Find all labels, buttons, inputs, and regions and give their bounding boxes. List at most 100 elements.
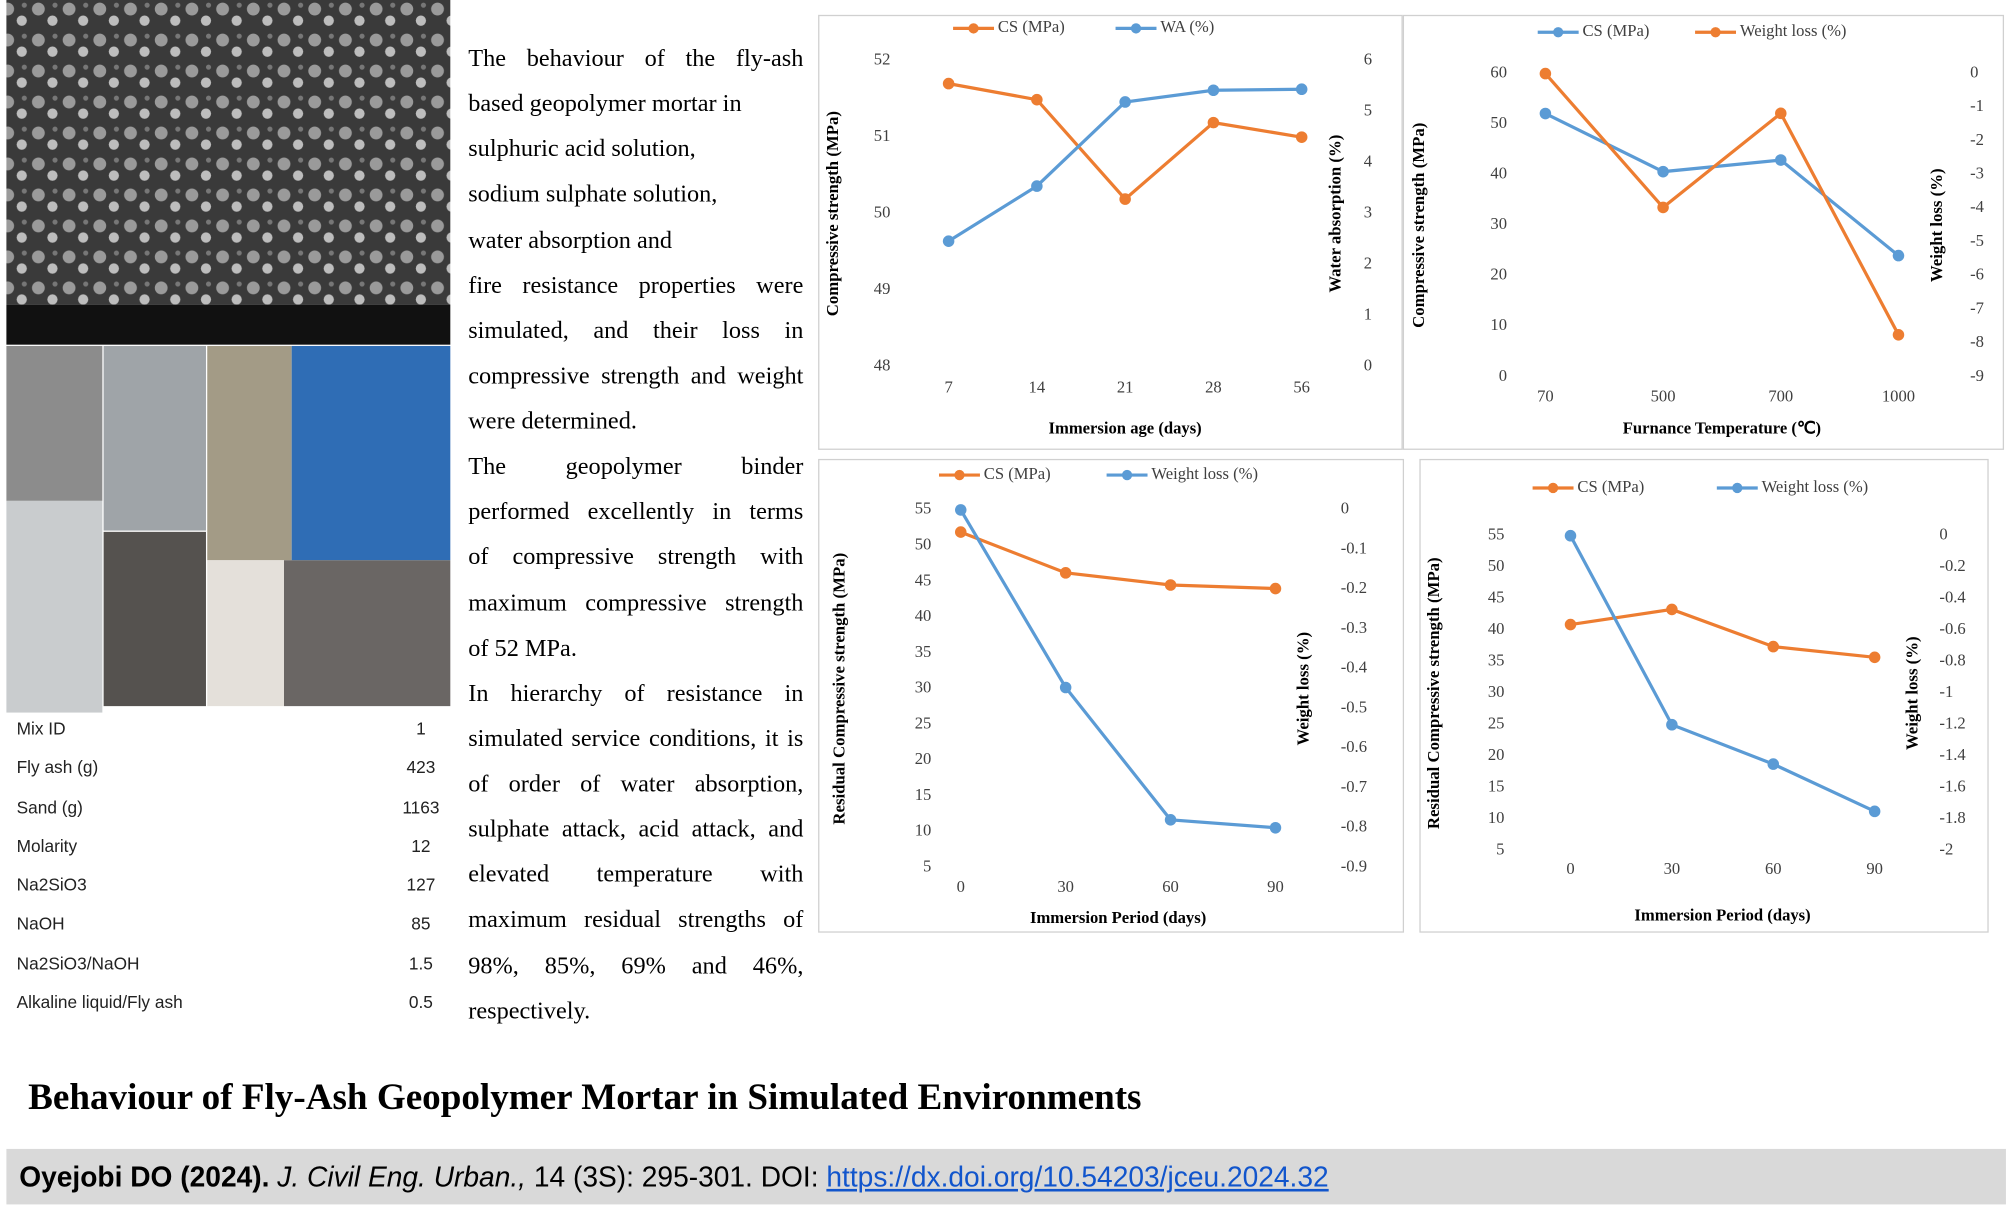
data-point <box>1775 107 1787 120</box>
y2-tick-label: -1.8 <box>1939 808 1965 827</box>
y2-tick-label: -5 <box>1970 231 1984 250</box>
y2-tick-label: -1 <box>1939 682 1953 701</box>
text-line: performed excellently in terms <box>468 498 804 526</box>
y-tick-label: 10 <box>1490 315 1507 334</box>
x-tick-label: 7 <box>944 377 952 396</box>
table-row: NaOH 85 <box>17 906 439 945</box>
y2-tick-label: -6 <box>1970 265 1984 284</box>
y-tick-label: 30 <box>1488 682 1505 701</box>
chart: 5 10 15 20 25 30 35 40 45 50 55 0 -0.2 -0.4 -0.6 -0.8 -1… <box>1419 458 1989 933</box>
row-label: Alkaline liquid/Fly ash <box>16 992 183 1013</box>
y2-axis-title: Weight loss (%) <box>1903 636 1922 750</box>
doi-link[interactable]: https://dx.doi.org/10.54203/jceu.2024.32 <box>826 1160 1329 1193</box>
y2-tick-label: 0 <box>1970 62 1978 81</box>
y-tick-label: 10 <box>915 821 932 840</box>
y-tick-label: 10 <box>1488 808 1505 827</box>
text-line: simulated, and their loss in <box>468 317 804 345</box>
data-point <box>954 504 967 516</box>
data-point <box>1892 249 1905 262</box>
x-tick-label: 90 <box>1866 859 1883 878</box>
y2-tick-label: -9 <box>1970 366 1984 385</box>
legend-label: Weight loss (%) <box>1740 21 1847 40</box>
row-value: 12 <box>411 836 431 856</box>
x-tick-label: 1000 <box>1882 386 1915 405</box>
row-value: 1 <box>416 719 426 739</box>
row-value: 423 <box>406 758 436 778</box>
text-line: of compressive strength with <box>468 543 804 572</box>
data-point <box>1657 165 1669 178</box>
y2-tick-label: 0 <box>1341 499 1349 518</box>
row-value: 0.5 <box>408 992 433 1013</box>
y-axis-title: Compressive strength (MPa) <box>1409 123 1428 328</box>
y2-tick-label: -0.4 <box>1341 658 1368 677</box>
y-tick-label: 30 <box>1490 214 1507 233</box>
y2-tick-label: -1 <box>1970 96 1984 115</box>
text-line: sodium sulphate solution, <box>468 181 718 209</box>
y2-tick-label: 3 <box>1364 202 1372 221</box>
y2-axis-title: Weight loss (%) <box>1294 632 1313 746</box>
series-line <box>959 509 1276 830</box>
row-label: Molarity <box>16 836 78 856</box>
y2-tick-label: 4 <box>1364 151 1373 170</box>
y2-tick-label: -0.1 <box>1341 538 1367 557</box>
legend-label: Weight loss (%) <box>1151 464 1258 483</box>
row-label: Fly ash (g) <box>16 758 99 778</box>
y2-tick-label: 2 <box>1364 253 1372 272</box>
y2-tick-label: -7 <box>1970 298 1984 317</box>
data-point <box>1539 107 1552 120</box>
x-tick-label: 700 <box>1768 386 1793 405</box>
chart-frame <box>818 14 1403 450</box>
y-tick-label: 30 <box>915 677 932 696</box>
y2-tick-label: -2 <box>1939 839 1953 858</box>
table-row: Molarity 12 <box>17 827 439 866</box>
y2-tick-label: -0.6 <box>1939 619 1965 638</box>
y-tick-label: 25 <box>915 713 932 732</box>
mix-table: Mix ID 1 Fly ash (g) 423 Sand (g) 1163 Molarit… <box>16 710 440 1023</box>
citation-journal: J. Civil Eng. Urban., <box>277 1160 526 1193</box>
legend-marker <box>968 23 979 34</box>
legend-marker <box>1553 27 1564 38</box>
data-point <box>1164 579 1177 591</box>
table-row: Na2SiO3/NaOH 1.5 <box>17 945 439 984</box>
y2-tick-label: -1.2 <box>1939 713 1965 732</box>
legend-label: CS (MPa) <box>984 464 1051 483</box>
data-point <box>942 77 955 90</box>
y-tick-label: 60 <box>1490 62 1507 81</box>
y2-tick-label: -2 <box>1970 130 1984 149</box>
chart: 5 10 15 20 25 30 35 40 45 50 55 0 -0.1 -0.2 -0.3 -0.4 -0… <box>818 458 1405 933</box>
y-tick-label: 5 <box>923 856 931 875</box>
photo-mix <box>103 531 206 707</box>
data-point <box>1767 640 1780 653</box>
x-axis-title: Immersion age (days) <box>1049 419 1202 438</box>
y-tick-label: 25 <box>1488 713 1505 732</box>
table-row: Mix ID 1 <box>17 710 439 749</box>
data-point <box>1269 821 1282 834</box>
y2-axis-title: Weight loss (%) <box>1927 168 1946 282</box>
citation: Oyejobi DO (2024). J. Civil Eng. Urban.,… <box>6 1149 2006 1205</box>
y-tick-label: 0 <box>1499 366 1507 385</box>
series-line <box>1569 534 1876 813</box>
row-value: 1163 <box>402 797 440 817</box>
data-point <box>1295 131 1308 143</box>
y-tick-label: 40 <box>1488 619 1505 638</box>
x-tick-label: 21 <box>1117 377 1134 396</box>
y-axis-title: Residual Compressive strength (MPa) <box>829 553 848 825</box>
text-line: fire resistance properties were <box>468 271 804 300</box>
y-tick-label: 15 <box>1488 776 1505 795</box>
y-tick-label: 35 <box>915 642 932 661</box>
y-tick-label: 52 <box>874 49 891 68</box>
y2-tick-label: 6 <box>1364 49 1372 68</box>
text-line: of 52 MPa. <box>468 634 577 662</box>
y2-tick-label: -0.8 <box>1341 817 1367 836</box>
y2-tick-label: -1.4 <box>1939 745 1966 764</box>
text-line: The behaviour of the fly-ash <box>468 45 804 73</box>
data-point <box>1119 96 1131 108</box>
y-tick-label: 15 <box>915 785 932 804</box>
y2-tick-label: 0 <box>1939 525 1947 544</box>
x-tick-label: 56 <box>1293 377 1310 396</box>
table-row: Alkaline liquid/Fly ash 0.5 <box>17 984 439 1023</box>
chart-frame <box>1402 14 2005 450</box>
data-point <box>1031 93 1043 106</box>
